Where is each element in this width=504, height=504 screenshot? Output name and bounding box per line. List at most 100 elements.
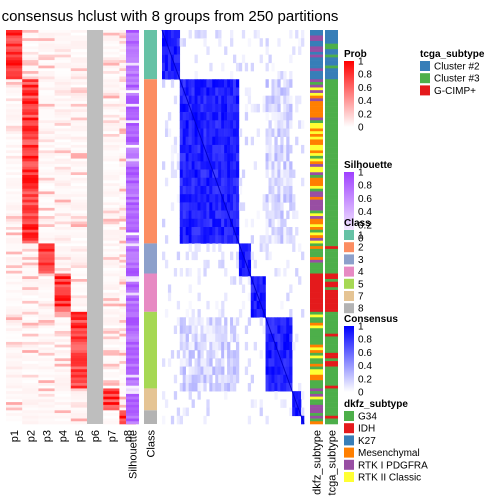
membership-cell (6, 35, 23, 39)
consensus-cell (233, 382, 237, 392)
consensus-cell (277, 38, 281, 47)
silhouette-cell (126, 106, 139, 110)
membership-cell (54, 295, 72, 299)
consensus-cell (182, 185, 186, 195)
membership-cell (70, 158, 88, 162)
consensus-cell (233, 54, 237, 64)
consensus-cell (271, 153, 275, 162)
membership-cell (103, 366, 120, 370)
consensus-cell (179, 103, 184, 113)
consensus-cell (289, 333, 293, 343)
silhouette-cell (126, 166, 139, 170)
consensus-cell (265, 366, 269, 376)
consensus-cell (188, 341, 192, 351)
consensus-cell (268, 95, 272, 105)
consensus-cell (218, 95, 222, 105)
consensus-cell (191, 169, 195, 179)
prob-legend-tick: 0.8 (358, 70, 372, 81)
consensus-cell (203, 415, 207, 425)
silhouette-cell (126, 410, 139, 414)
consensus-cell (301, 309, 305, 318)
membership-cell (38, 382, 55, 386)
consensus-cell (200, 30, 204, 39)
consensus-cell (230, 325, 234, 335)
consensus-cell (262, 284, 266, 293)
consensus-cell (238, 62, 243, 72)
membership-cell (22, 98, 39, 102)
membership-cell (103, 385, 120, 389)
consensus-cell (200, 333, 204, 343)
membership-cell (103, 196, 120, 200)
class-block-2 (144, 79, 157, 244)
membership-cell (22, 84, 39, 88)
membership-cell (38, 125, 55, 129)
membership-cell (22, 175, 39, 179)
consensus-cell (182, 202, 186, 211)
consensus-cell (167, 62, 172, 72)
consensus-cell (164, 62, 169, 72)
consensus-cell (274, 161, 278, 170)
x-label-p3: p3 (42, 430, 54, 442)
dkfz-subtype-cell (310, 320, 323, 324)
consensus-cell (206, 366, 210, 376)
consensus-cell (194, 358, 198, 367)
membership-cell (38, 79, 55, 83)
silhouette-cell (126, 71, 139, 75)
consensus-cell (256, 284, 260, 293)
membership-cell (70, 114, 88, 118)
membership-cell (54, 265, 72, 269)
membership-cell (38, 352, 55, 356)
consensus-cell (253, 30, 257, 39)
membership-cell (6, 273, 23, 277)
consensus-cell (233, 210, 237, 220)
membership-cell (6, 202, 23, 206)
consensus-cell (221, 210, 225, 220)
dkfz-subtype-cell (310, 43, 323, 47)
membership-cell (38, 49, 55, 53)
membership-cell (38, 218, 55, 222)
membership-cell (70, 372, 88, 376)
silhouette-cell (126, 161, 139, 165)
dkfz-subtype-cell (310, 402, 323, 406)
consensus-cell (250, 374, 255, 384)
membership-cell (70, 90, 88, 94)
membership-cell (38, 213, 55, 217)
membership-cell (22, 128, 39, 132)
tcga-subtype-cell (325, 336, 338, 340)
silhouette-legend-tick: 0.4 (358, 207, 372, 218)
consensus-cell (203, 112, 207, 121)
membership-cell (70, 317, 88, 321)
membership-cell (22, 333, 39, 337)
membership-cell (70, 125, 88, 129)
consensus-cell (289, 341, 293, 351)
membership-cell (70, 180, 88, 184)
membership-cell (6, 404, 23, 408)
tcga-subtype-cell (325, 161, 338, 165)
tcga_subtype-legend-label: Cluster #2 (434, 62, 480, 73)
consensus-cell (283, 153, 287, 162)
consensus-cell (218, 309, 222, 318)
consensus-cell (224, 341, 228, 351)
consensus-cell (277, 177, 281, 187)
membership-cell (103, 413, 120, 417)
consensus-cell (197, 292, 201, 302)
dkfz-subtype-cell (310, 161, 323, 165)
tcga-subtype-cell (325, 196, 338, 200)
membership-cell (54, 325, 72, 329)
dkfz-subtype-cell (310, 172, 323, 176)
dkfz-subtype-cell (310, 380, 323, 384)
membership-cell (22, 158, 39, 162)
membership-cell (54, 276, 72, 280)
dkfz-subtype-cell (310, 358, 323, 362)
membership-cell (22, 243, 39, 247)
consensus-cell (286, 144, 290, 154)
consensus-cell (227, 185, 231, 195)
consensus-cell (271, 382, 275, 392)
membership-cell (22, 125, 39, 129)
membership-cell (70, 188, 88, 192)
silhouette-cell (126, 270, 139, 274)
consensus-cell (224, 317, 228, 326)
consensus-cell (179, 194, 184, 203)
consensus-cell (265, 358, 269, 367)
tcga-subtype-cell (325, 251, 338, 255)
